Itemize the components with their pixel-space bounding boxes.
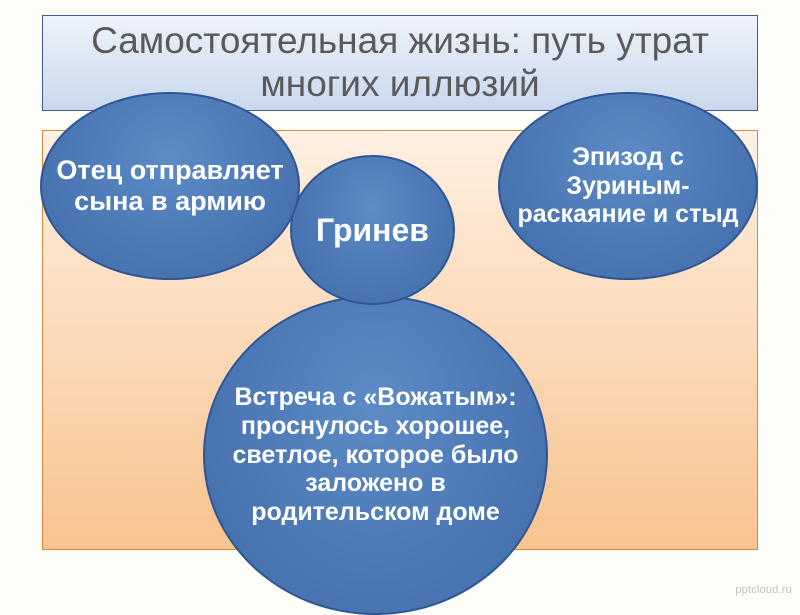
ellipse-bottom-text: Встреча с «Вожатым»: проснулось хорошее,… [219,383,532,527]
ellipse-right-text: Эпизод с Зуриным- раскаяние и стыд [514,143,742,229]
ellipse-left: Отец отправляет сына в армию [40,92,300,280]
watermark: pptcloud.ru [735,584,792,596]
ellipse-bottom: Встреча с «Вожатым»: проснулось хорошее,… [203,295,548,615]
ellipse-left-text: Отец отправляет сына в армию [56,155,284,217]
ellipse-center-text: Гринев [316,212,429,249]
ellipse-center: Гринев [290,155,455,305]
ellipse-right: Эпизод с Зуриным- раскаяние и стыд [498,92,758,280]
